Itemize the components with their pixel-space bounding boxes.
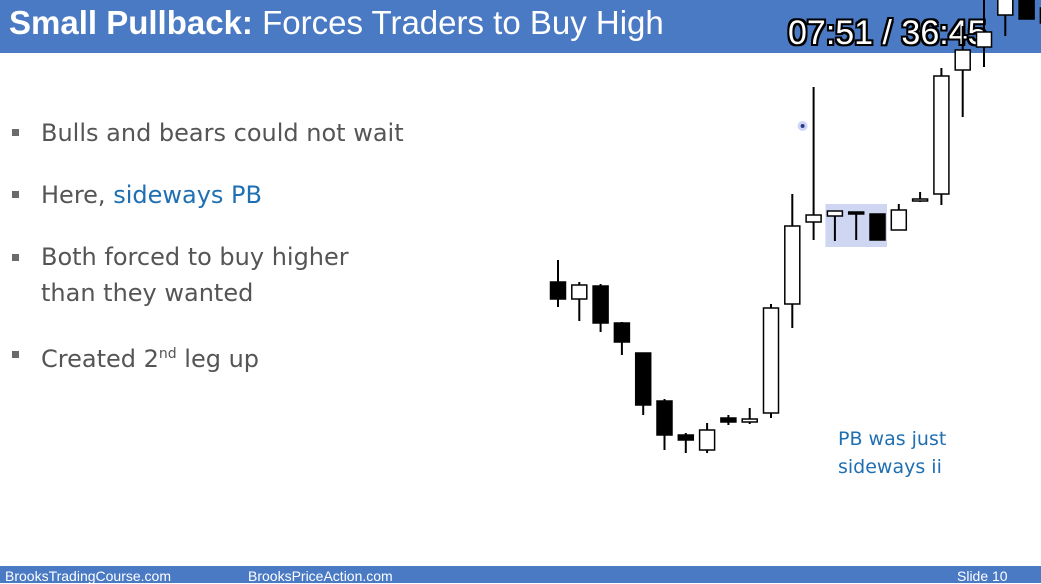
bear-candle-body [849, 212, 864, 214]
candle [700, 423, 715, 453]
bull-candle-body [977, 32, 992, 47]
candle [551, 260, 566, 307]
bull-candle-body [742, 419, 757, 422]
cursor-marker-center [801, 124, 805, 128]
candle [977, 0, 992, 67]
bear-candle-body [657, 401, 672, 435]
candle [998, 0, 1013, 36]
marker-layer [798, 121, 808, 131]
bull-candle-body [934, 76, 949, 194]
bear-candle-body [721, 418, 736, 422]
candle [913, 192, 928, 202]
candle [891, 204, 906, 230]
footer-center-link[interactable]: BrooksPriceAction.com [248, 568, 393, 584]
bull-candle-body [913, 199, 928, 201]
bull-candle-body [700, 430, 715, 450]
footer-bar: BrooksTradingCourse.com BrooksPriceActio… [0, 566, 1041, 583]
candle [955, 26, 970, 117]
candle [764, 304, 779, 418]
candle [593, 284, 608, 332]
bull-candle-body [572, 285, 587, 299]
candle [870, 214, 885, 240]
candle [742, 408, 757, 424]
candles-layer [551, 0, 1041, 453]
slide-number: Slide 10 [957, 568, 1008, 584]
candle [721, 415, 736, 425]
bear-candle-body [551, 282, 566, 299]
bull-candle-body [955, 50, 970, 70]
candle [614, 322, 629, 355]
bear-candle-body [636, 353, 651, 405]
bear-candle-body [678, 435, 693, 440]
bear-candle-body [614, 323, 629, 342]
annotation-line-2: sideways ii [838, 453, 946, 481]
candle [572, 282, 587, 321]
bear-candle-body [593, 286, 608, 323]
bull-candle-body [785, 226, 800, 304]
candle [934, 68, 949, 205]
bull-candle-body [891, 210, 906, 230]
bull-candle-body [827, 211, 842, 216]
candle [785, 194, 800, 328]
annotation-line-1: PB was just [838, 425, 946, 453]
bull-candle-body [998, 0, 1013, 15]
candle [806, 87, 821, 240]
candle [657, 399, 672, 450]
candle [678, 433, 693, 453]
candle [636, 353, 651, 415]
footer-left-link[interactable]: BrooksTradingCourse.com [5, 568, 171, 584]
pb-annotation: PB was just sideways ii [838, 425, 946, 481]
bear-candle-body [870, 214, 885, 240]
bull-candle-body [764, 308, 779, 413]
bear-candle-body [1019, 0, 1034, 19]
candle [1019, 0, 1034, 19]
bull-candle-body [806, 215, 821, 222]
